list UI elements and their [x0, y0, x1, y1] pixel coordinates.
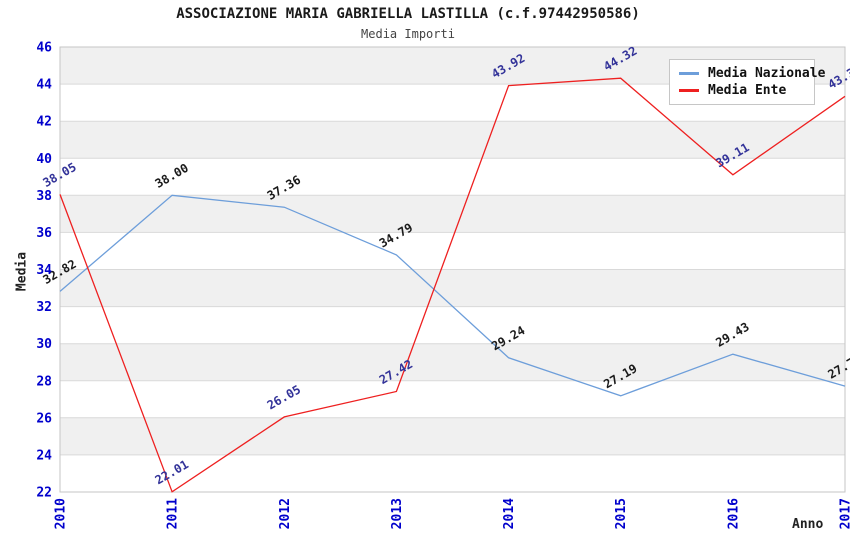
legend-line-swatch [679, 89, 699, 93]
plot-band [60, 269, 845, 307]
y-tick-label: 30 [36, 337, 52, 352]
legend-item-media-nazionale: Media Nazionale [679, 66, 825, 81]
x-tick-label: 2015 [614, 498, 629, 529]
y-tick-label: 26 [36, 411, 52, 426]
series-line-1 [59, 77, 846, 493]
plot-band [60, 417, 845, 455]
y-tick-label: 32 [36, 300, 52, 315]
legend: Media Nazionale Media Ente [669, 59, 825, 105]
legend-label: Media Ente [708, 83, 787, 99]
plot-border [59, 46, 846, 493]
y-tick-label: 28 [36, 374, 52, 389]
x-tick-label: 2014 [502, 498, 517, 529]
x-tick-label: 2011 [166, 498, 181, 529]
x-axis-title: Anno [792, 517, 824, 532]
x-tick-label: 2013 [390, 498, 405, 529]
y-tick-label: 36 [36, 226, 52, 241]
legend-item-media-ente: Media Ente [679, 83, 805, 98]
x-tick-label: 2010 [54, 498, 69, 529]
data-point-label: 38.00 [153, 161, 191, 191]
chart-title: ASSOCIAZIONE MARIA GABRIELLA LASTILLA (c… [176, 6, 640, 22]
plot-band [60, 195, 845, 233]
legend-label: Media Nazionale [708, 65, 826, 81]
chart-subtitle: Media Importi [361, 27, 455, 41]
y-tick-label: 34 [36, 263, 52, 278]
y-tick-label: 42 [36, 115, 52, 130]
y-tick-label: 46 [36, 41, 52, 56]
x-tick-label: 2012 [278, 498, 293, 529]
series-line-0 [59, 194, 846, 397]
x-tick-label: 2016 [726, 498, 741, 529]
y-tick-label: 38 [36, 189, 52, 204]
plot-band [60, 343, 845, 381]
legend-line-swatch [679, 71, 699, 75]
y-tick-label: 44 [36, 78, 52, 93]
x-tick-label: 2017 [839, 498, 850, 529]
data-point-label: 26.05 [265, 382, 303, 412]
y-tick-label: 40 [36, 152, 52, 167]
y-tick-label: 22 [36, 486, 52, 501]
plot-band [60, 121, 845, 159]
y-tick-label: 24 [36, 448, 52, 463]
